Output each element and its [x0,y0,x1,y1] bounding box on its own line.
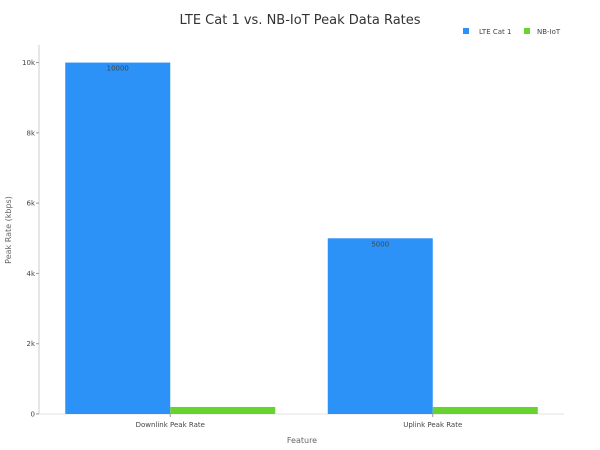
y-axis-title: Peak Rate (kbps) [4,196,13,264]
y-tick-label: 6k [26,200,35,208]
y-tick-label: 8k [26,129,35,137]
data-label-lte-cat-1-uplink-peak-rate: 5000 [371,240,389,248]
bar-lte-cat-1-uplink-peak-rate [327,238,433,414]
bar-nb-iot-uplink-peak-rate [432,406,538,414]
legend-swatch-nb-iot [524,28,530,34]
data-labels: 10000 5000 [107,65,390,249]
y-tick-label: 0 [31,411,35,419]
x-axis-title: Feature [287,436,317,445]
bar-lte-cat-1-downlink-peak-rate [65,62,171,414]
y-axis-ticks: 0 2k 4k 6k 8k 10k [22,59,39,419]
legend-swatch-lte-cat-1 [463,28,469,34]
x-tick-label: Downlink Peak Rate [136,421,205,429]
y-tick-label: 2k [26,340,35,348]
legend-label-nb-iot: NB-IoT [537,28,561,36]
y-tick-label: 10k [22,59,36,67]
legend-label-lte-cat-1: LTE Cat 1 [479,28,511,36]
legend: LTE Cat 1 NB-IoT [463,28,561,36]
bars [65,62,538,414]
y-tick-label: 4k [26,270,35,278]
chart-title: LTE Cat 1 vs. NB-IoT Peak Data Rates [179,13,420,28]
bar-nb-iot-downlink-peak-rate [170,406,276,414]
x-axis-ticks: Downlink Peak Rate Uplink Peak Rate [136,414,462,429]
x-tick-label: Uplink Peak Rate [403,421,462,429]
data-label-lte-cat-1-downlink-peak-rate: 10000 [107,65,129,73]
